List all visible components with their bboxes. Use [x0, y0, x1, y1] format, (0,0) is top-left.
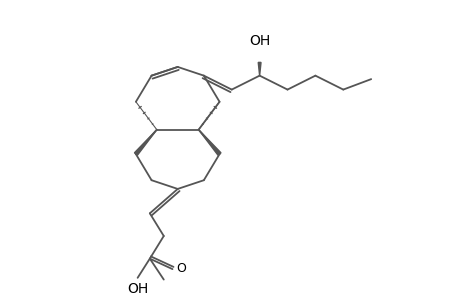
Text: O: O	[176, 262, 186, 275]
Polygon shape	[134, 130, 157, 155]
Polygon shape	[257, 62, 260, 76]
Text: OH: OH	[127, 282, 148, 296]
Polygon shape	[198, 130, 220, 155]
Text: OH: OH	[248, 34, 270, 48]
